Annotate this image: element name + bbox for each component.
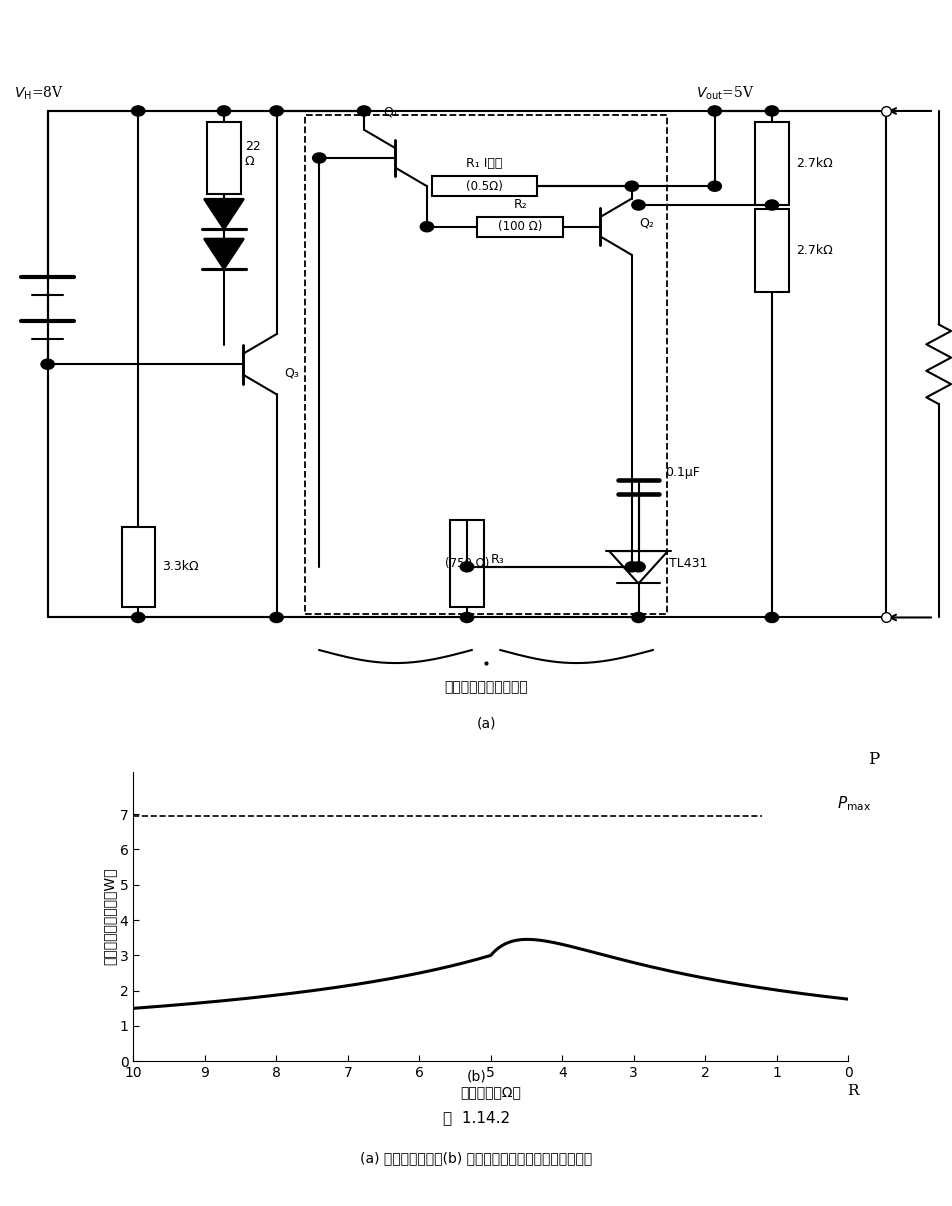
- Text: Q₂: Q₂: [639, 217, 654, 229]
- Text: 3.3kΩ: 3.3kΩ: [162, 561, 198, 573]
- Text: 调整晶体管和限流电路: 调整晶体管和限流电路: [444, 680, 527, 695]
- Text: Q₁: Q₁: [383, 105, 398, 118]
- Bar: [754, 209, 788, 292]
- Circle shape: [217, 106, 230, 116]
- Bar: [305, 115, 666, 614]
- Circle shape: [357, 106, 370, 116]
- Text: R₂: R₂: [513, 198, 526, 211]
- Bar: [477, 217, 563, 236]
- Text: $P_{\mathrm{max}}$: $P_{\mathrm{max}}$: [837, 795, 871, 813]
- Text: R: R: [846, 1084, 858, 1099]
- Circle shape: [631, 613, 645, 622]
- Text: 0.1μF: 0.1μF: [664, 467, 700, 479]
- Polygon shape: [204, 199, 244, 229]
- Circle shape: [764, 200, 778, 210]
- Bar: [431, 176, 536, 197]
- Text: 2.7kΩ: 2.7kΩ: [795, 244, 832, 257]
- Text: $V_{\mathrm{H}}$=8V: $V_{\mathrm{H}}$=8V: [14, 84, 64, 101]
- Circle shape: [420, 222, 433, 232]
- Circle shape: [707, 181, 721, 192]
- Circle shape: [131, 106, 145, 116]
- Circle shape: [312, 153, 326, 163]
- Circle shape: [131, 613, 145, 622]
- Text: (b): (b): [466, 1070, 486, 1084]
- Text: 2.7kΩ: 2.7kΩ: [795, 157, 832, 170]
- Circle shape: [764, 613, 778, 622]
- Circle shape: [625, 562, 638, 572]
- Text: 22
Ω: 22 Ω: [245, 140, 261, 169]
- Text: TL431: TL431: [668, 557, 706, 569]
- Circle shape: [631, 200, 645, 210]
- Bar: [208, 122, 241, 194]
- Text: 图  1.14.2: 图 1.14.2: [443, 1111, 509, 1125]
- Circle shape: [764, 106, 778, 116]
- Bar: [754, 122, 788, 205]
- Circle shape: [631, 562, 645, 572]
- Y-axis label: 调整管的功率损耗（W）: 调整管的功率损耗（W）: [103, 868, 117, 965]
- Circle shape: [460, 562, 473, 572]
- Circle shape: [41, 359, 54, 369]
- Text: R₃: R₃: [490, 554, 504, 566]
- Text: (a) 折返限流电路；(b) 折返限流电路中调整管的损耗曲线: (a) 折返限流电路；(b) 折返限流电路中调整管的损耗曲线: [360, 1151, 592, 1165]
- Polygon shape: [204, 239, 244, 269]
- Bar: [449, 520, 484, 607]
- Text: (100 Ω): (100 Ω): [498, 221, 542, 233]
- Circle shape: [707, 106, 721, 116]
- Circle shape: [460, 613, 473, 622]
- Text: (0.5Ω): (0.5Ω): [466, 180, 502, 193]
- Text: P: P: [866, 751, 878, 768]
- Text: (a): (a): [476, 716, 495, 731]
- Circle shape: [269, 613, 283, 622]
- Bar: [122, 527, 154, 607]
- Text: R₁ I负载: R₁ I负载: [466, 157, 502, 170]
- X-axis label: 负载电阵（Ω）: 负载电阵（Ω）: [460, 1085, 521, 1100]
- Text: Q₃: Q₃: [284, 367, 299, 380]
- Circle shape: [625, 181, 638, 192]
- Text: $V_{\mathrm{out}}$=5V: $V_{\mathrm{out}}$=5V: [695, 84, 753, 101]
- Circle shape: [269, 106, 283, 116]
- Text: (750 Ω): (750 Ω): [445, 557, 488, 569]
